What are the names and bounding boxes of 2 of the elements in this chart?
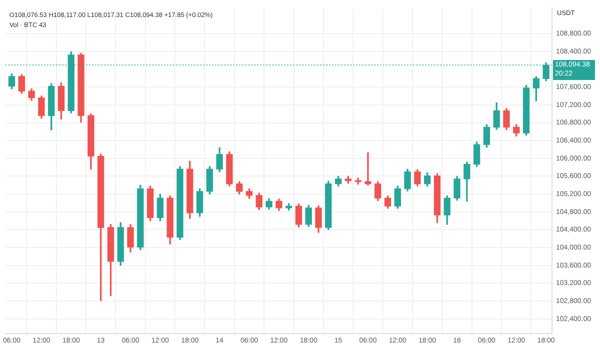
candlestick: [364, 152, 372, 186]
candlestick: [354, 178, 362, 185]
